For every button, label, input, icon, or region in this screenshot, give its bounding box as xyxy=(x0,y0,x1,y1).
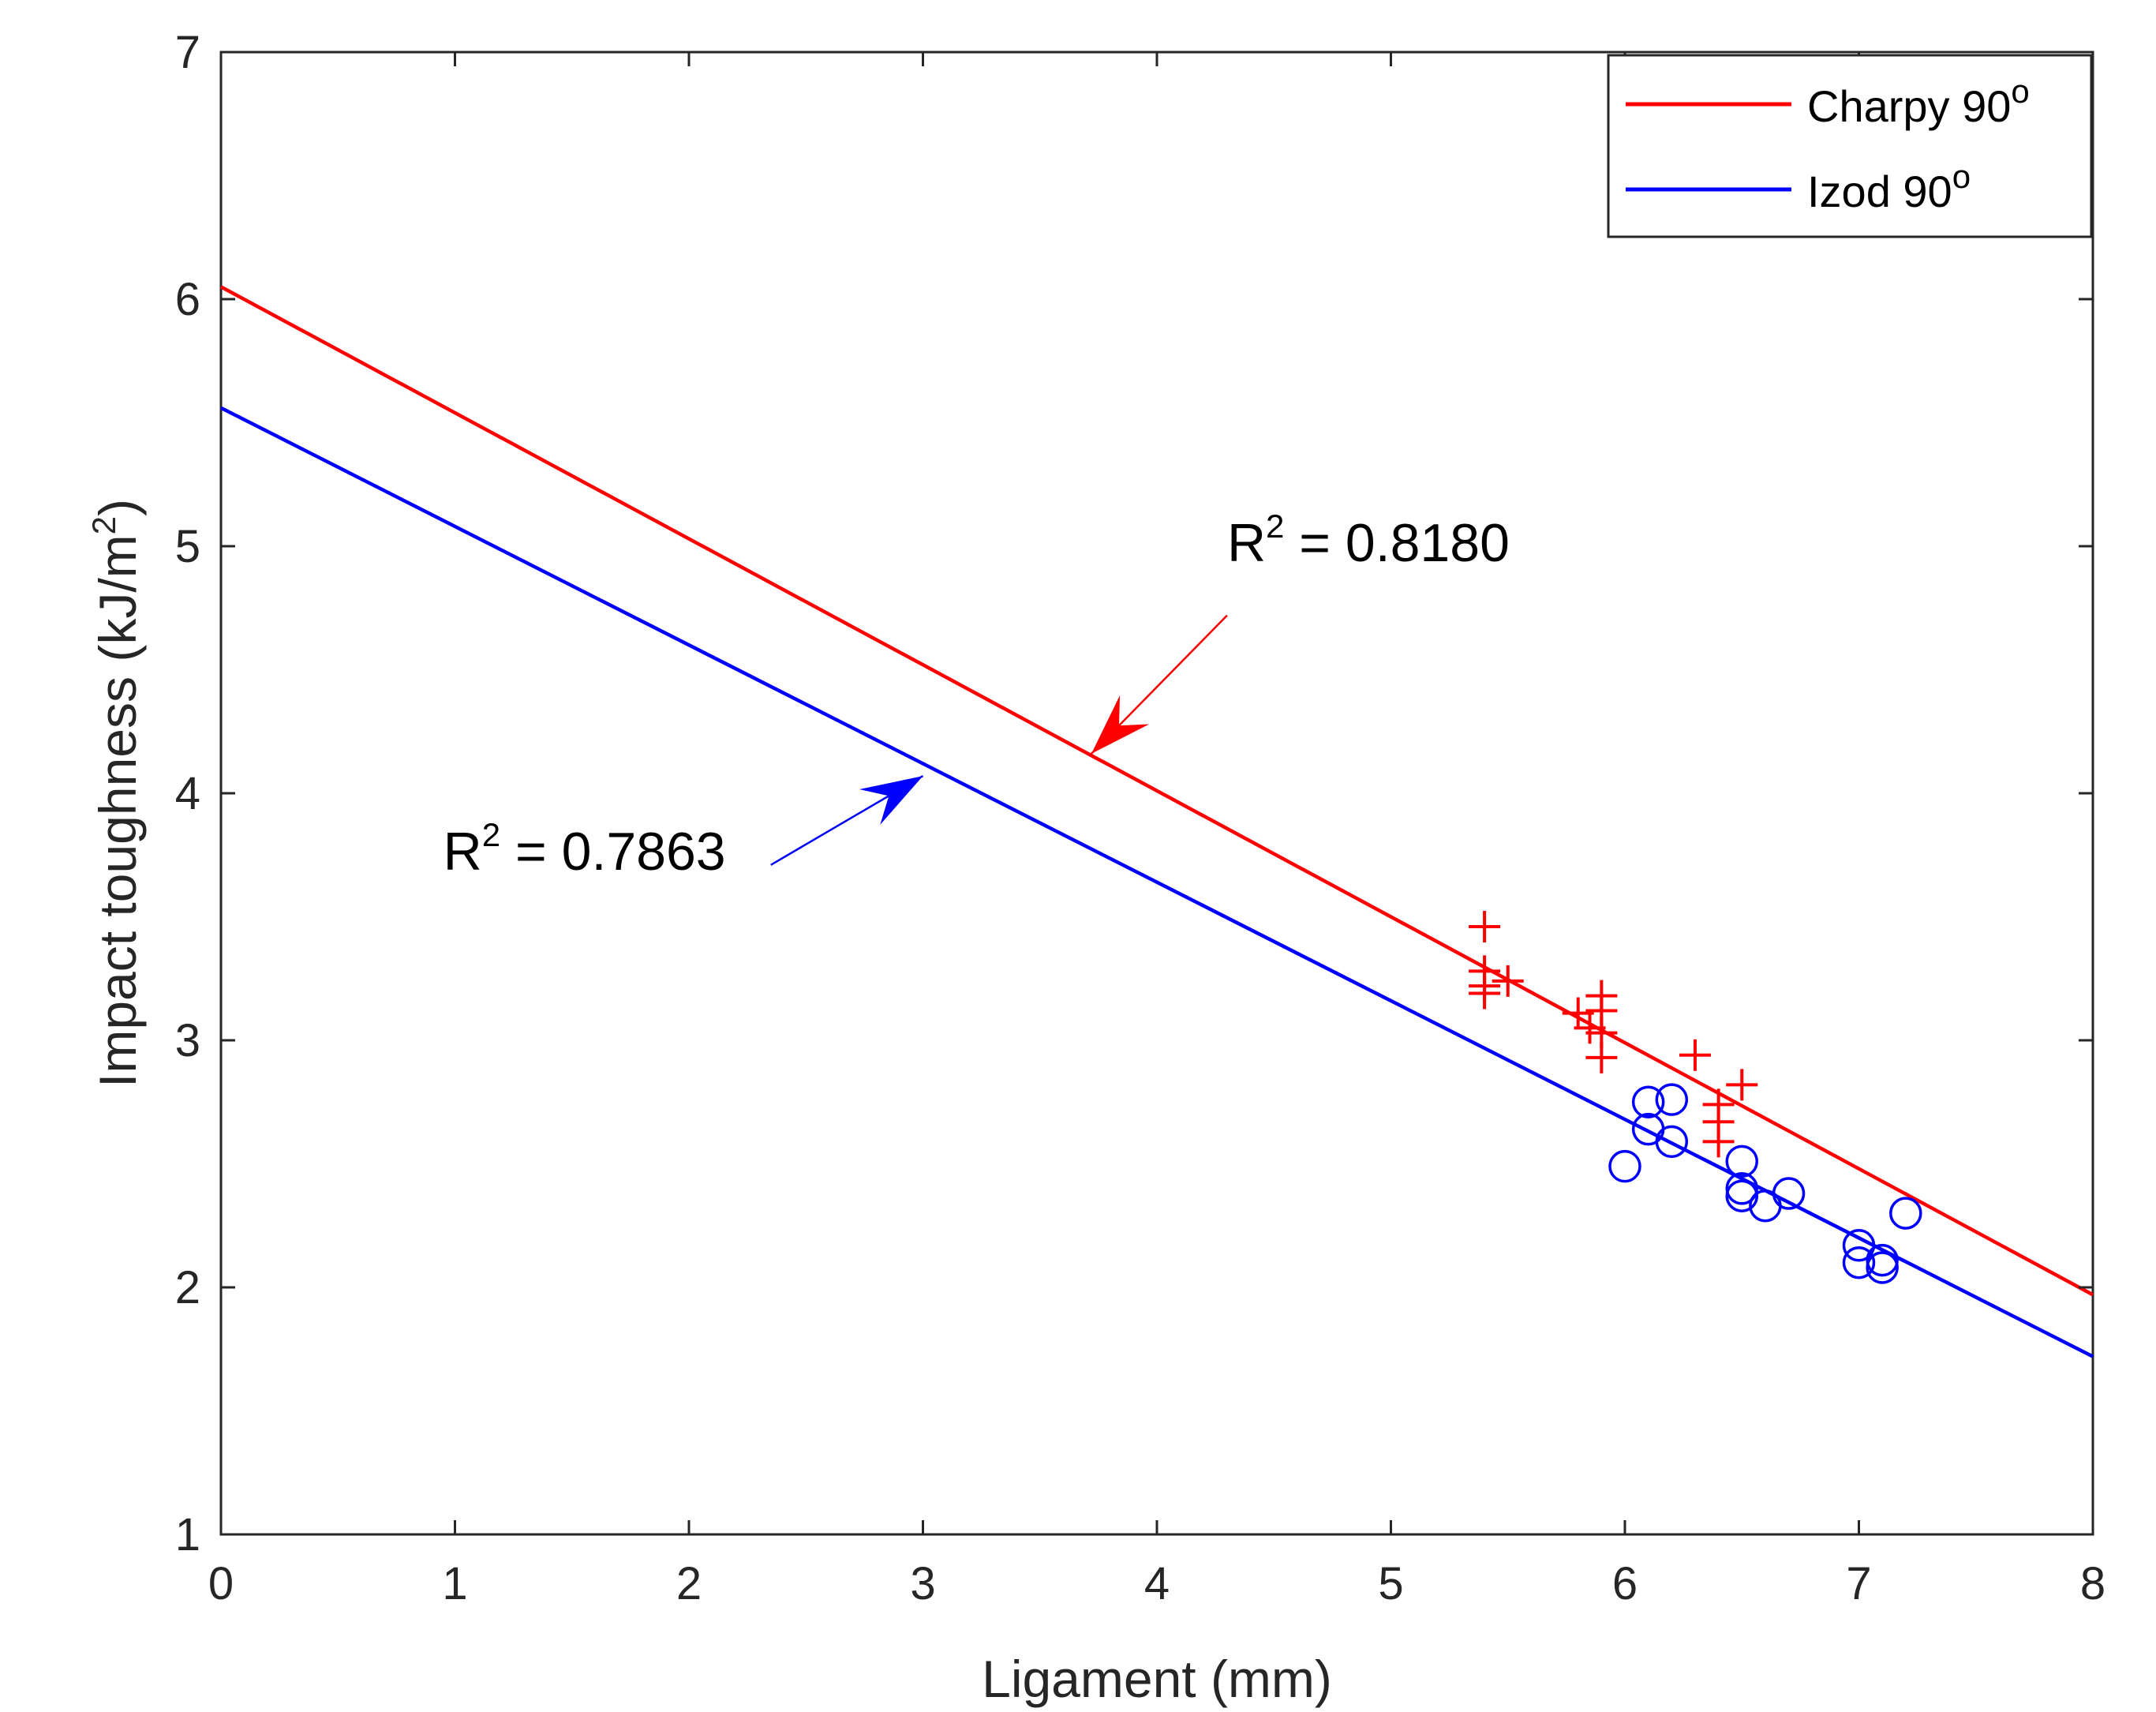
fit-line-charpy xyxy=(219,285,2094,1297)
r2-label-izod: R2 = 0.7863 xyxy=(444,816,726,882)
r2-label-charpy-r: R xyxy=(1227,513,1266,573)
y-axis-title-sup: 2 xyxy=(85,516,122,534)
data-point-charpy xyxy=(1702,1126,1735,1158)
x-tick-label: 5 xyxy=(1378,1558,1403,1609)
data-point-izod xyxy=(1608,1149,1641,1183)
data-point-izod xyxy=(1725,1144,1758,1178)
data-point-izod xyxy=(1725,1172,1758,1205)
x-tick-label: 1 xyxy=(442,1558,467,1609)
y-tick-label: 2 xyxy=(175,1262,200,1313)
x-tick-label: 6 xyxy=(1612,1558,1638,1609)
y-tick-label: 3 xyxy=(175,1015,200,1066)
data-point-izod xyxy=(1772,1177,1806,1210)
y-tick-label: 4 xyxy=(175,768,200,819)
data-point-charpy xyxy=(1492,965,1524,997)
legend-label-izod-sup: o xyxy=(1952,158,1971,195)
axes-frame xyxy=(219,51,2094,1536)
r2-label-charpy: R2 = 0.8180 xyxy=(1227,508,1510,573)
fit-line-izod xyxy=(219,406,2094,1358)
x-tick-label: 2 xyxy=(676,1558,702,1609)
annotation-arrow-head xyxy=(859,776,923,825)
y-tick-label: 7 xyxy=(175,27,200,78)
r2-label-charpy-sup: 2 xyxy=(1266,508,1284,545)
x-tick-label: 4 xyxy=(1144,1558,1170,1609)
data-point-izod xyxy=(1889,1197,1922,1230)
data-point-izod xyxy=(1842,1229,1876,1262)
y-tick-label: 6 xyxy=(175,274,200,325)
r2-label-izod-r: R xyxy=(444,822,482,882)
fit-lines xyxy=(219,285,2094,1358)
data-point-izod xyxy=(1866,1243,1899,1277)
x-tick-label: 3 xyxy=(910,1558,935,1609)
y-axis-title: Impact toughness (kJ/m2) xyxy=(85,499,147,1088)
data-markers xyxy=(1469,911,1922,1284)
legend-box xyxy=(1607,54,2093,238)
y-tick-label: 5 xyxy=(175,521,200,572)
legend-label-izod-main: Izod 90 xyxy=(1807,167,1952,216)
legend-label-charpy-sup: o xyxy=(2011,73,2029,110)
r-squared-annotations xyxy=(770,614,1228,866)
legend-label-izod: Izod 90o xyxy=(1807,158,1971,216)
legend: Charpy 90o Izod 90o xyxy=(1607,54,2093,238)
r2-label-izod-value: = 0.7863 xyxy=(500,822,725,882)
data-point-izod xyxy=(1866,1251,1899,1284)
y-axis-title-main: Impact toughness (kJ/m xyxy=(88,534,147,1088)
legend-label-charpy-main: Charpy 90 xyxy=(1807,81,2011,131)
data-point-izod xyxy=(1655,1083,1689,1116)
y-tick-label: 1 xyxy=(175,1509,200,1560)
legend-label-charpy: Charpy 90o xyxy=(1807,73,2030,131)
x-tick-label: 8 xyxy=(2080,1558,2105,1609)
annotation-arrow-head xyxy=(1091,695,1150,754)
r2-label-charpy-value: = 0.8180 xyxy=(1284,513,1509,573)
x-axis-title: Ligament (mm) xyxy=(982,1650,1332,1708)
data-point-izod xyxy=(1631,1085,1665,1118)
data-point-charpy xyxy=(1469,977,1501,1010)
data-point-charpy xyxy=(1726,1069,1758,1101)
x-tick-label: 0 xyxy=(208,1558,234,1609)
data-point-charpy xyxy=(1679,1039,1711,1071)
data-point-charpy xyxy=(1585,1041,1618,1073)
x-tick-label: 7 xyxy=(1846,1558,1871,1609)
data-point-izod xyxy=(1655,1125,1689,1159)
data-point-izod xyxy=(1842,1246,1876,1279)
r2-label-izod-sup: 2 xyxy=(482,816,500,853)
y-axis-title-end: ) xyxy=(88,499,147,516)
data-point-charpy xyxy=(1469,911,1501,943)
data-point-izod xyxy=(1725,1179,1758,1212)
plot-area xyxy=(219,51,2094,1536)
